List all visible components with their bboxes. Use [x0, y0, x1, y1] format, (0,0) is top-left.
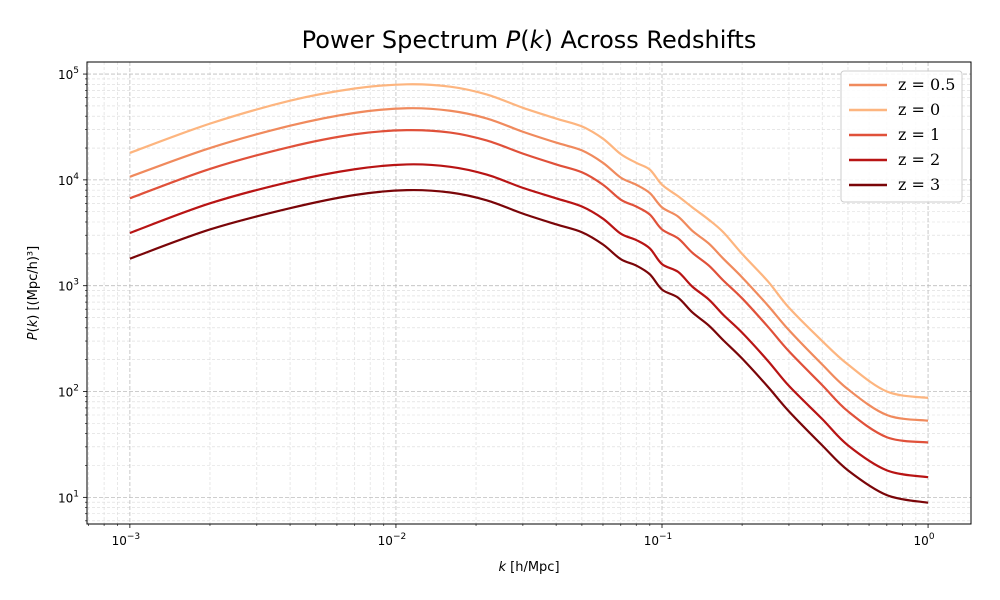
y-tick-label: 103 — [58, 278, 79, 294]
series-line-z2 — [129, 163, 929, 479]
legend-label: z = 0 — [898, 100, 940, 119]
series-line-z1 — [129, 129, 929, 444]
tick-layer: 10−3 10−2 10−1 100 101 102 103 104 105 — [58, 66, 935, 548]
x-tick-label: 100 — [914, 532, 935, 548]
x-tick-label: 10−3 — [112, 532, 141, 548]
legend-label: z = 3 — [898, 175, 940, 194]
x-axis-label: k [h/Mpc] — [498, 560, 559, 575]
y-tick-label: 102 — [58, 384, 79, 400]
y-tick-label: 104 — [58, 172, 79, 188]
legend-label: z = 1 — [898, 125, 940, 144]
series-line-z0-5 — [129, 107, 929, 422]
legend-label: z = 0.5 — [898, 75, 955, 94]
x-tick-label: 10−2 — [378, 532, 407, 548]
legend-label: z = 2 — [898, 150, 940, 169]
y-axis-label: P(k) [(Mpc/h)³] — [26, 246, 41, 340]
x-tick-label: 10−1 — [644, 532, 673, 548]
y-tick-label: 105 — [58, 66, 79, 82]
y-tick-label: 101 — [58, 489, 79, 505]
plot-frame — [86, 61, 972, 525]
chart-title: Power Spectrum P(k) Across Redshifts — [302, 26, 757, 54]
series-line-z0 — [129, 83, 929, 400]
legend: z = 0.5 z = 0 z = 1 z = 2 z = 3 — [840, 70, 963, 203]
series-layer — [129, 83, 929, 504]
legend-box — [840, 70, 963, 203]
series-line-z3 — [129, 188, 929, 504]
